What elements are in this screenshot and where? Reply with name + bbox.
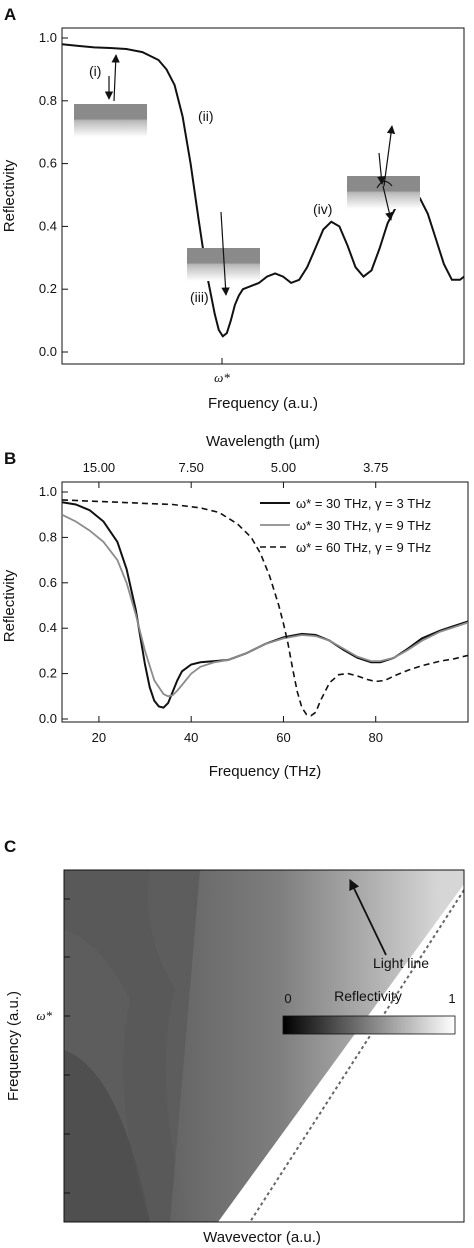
panel-a-arrow-iv-loop (376, 180, 393, 189)
panel-b-top-axis-title: Wavelength (µm) (206, 433, 320, 450)
panel-c-letter: C (4, 837, 16, 856)
panel-a-label-iv: (iv) (313, 201, 332, 217)
panel-b-top-ticks: 15.00 7.50 5.00 3.75 (83, 460, 388, 488)
panel-c-colorbar-label: Reflectivity (334, 988, 402, 1004)
panel-a-y-tick-label: 0.8 (39, 93, 57, 108)
panel-b-frame (61, 481, 469, 723)
panel-b-y-ticks: 0.0 0.2 0.4 0.6 0.8 1.0 (39, 484, 68, 726)
panel-c-y-axis-title: Frequency (a.u.) (5, 991, 22, 1101)
panel-b-x-tick-label: 60 (276, 730, 290, 745)
panel-a-arrow-iv-in (377, 152, 386, 185)
panel-a-y-tick-label: 0.2 (39, 281, 57, 296)
panel-b-y-tick-label: 0.2 (39, 666, 57, 681)
panel-b: B Wavelength (µm) 0.0 0.2 0.4 0.6 0.8 1.0 20 4… (1, 433, 469, 780)
panel-b-letter: B (4, 449, 16, 468)
panel-c-bright-region (218, 884, 464, 1222)
panel-a-label-i: (i) (89, 63, 101, 79)
panel-b-y-tick-label: 0.8 (39, 529, 57, 544)
panel-b-top-tick-label: 5.00 (271, 460, 296, 475)
panel-a-arrow-iv-transmit (382, 185, 394, 221)
panel-a-letter: A (4, 5, 16, 24)
panel-b-series-3-line (62, 499, 468, 717)
panel-c-brewster-label: Brewster mode (72, 855, 166, 871)
panel-a-x-tick-label: ω* (214, 370, 230, 385)
panel-b-x-axis-title: Frequency (THz) (209, 763, 322, 780)
panel-b-x-tick-label: 20 (92, 730, 106, 745)
panel-a-y-tick-label: 0.4 (39, 218, 57, 233)
panel-c-y-ticks (64, 898, 70, 1194)
panel-b-series-2-line (62, 513, 468, 698)
panel-b-y-axis-title: Reflectivity (1, 569, 18, 642)
panel-c-frame (63, 869, 465, 1223)
panel-b-x-tick-label: 40 (184, 730, 198, 745)
panel-c-dark-patch-mid (64, 870, 190, 1222)
panel-c-brewster-arrow (164, 832, 239, 861)
panel-a-y-axis-title: Reflectivity (1, 159, 18, 232)
panel-c-colorbar-max: 1 (448, 991, 455, 1006)
panel-a-arrow-iv-out (383, 125, 396, 187)
panel-b-top-tick-label: 7.50 (179, 460, 204, 475)
panel-a-arrow-iii (220, 211, 230, 296)
panel-a-slab-i (74, 104, 147, 137)
panel-a-label-ii: (ii) (198, 108, 214, 124)
panel-a-y-tick-label: 1.0 (39, 30, 57, 45)
panel-b-series-1-line (62, 501, 468, 709)
panel-c-light-line-label: Light line (373, 955, 429, 971)
panel-b-y-tick-label: 0.6 (39, 575, 57, 590)
panel-c-colorbar-min: 0 (284, 991, 291, 1006)
panel-b-y-tick-label: 1.0 (39, 484, 57, 499)
panel-b-top-tick-label: 3.75 (363, 460, 388, 475)
panel-c-y-tick-label: ω* (36, 1008, 52, 1023)
panel-c: C ω* Frequency (a.u.) Wavevector (a.u.) (4, 782, 465, 1246)
panel-c-colorbar-ramp (282, 1015, 456, 1035)
panel-a-slab-iv (347, 176, 420, 209)
panel-b-top-tick-label: 15.00 (83, 460, 116, 475)
panel-a-label-iii: (iii) (190, 289, 209, 305)
panel-c-dark-patch-lower (64, 1050, 150, 1222)
panel-a-y-ticks: 0.0 0.2 0.4 0.6 0.8 1.0 (39, 30, 68, 359)
panel-c-heatmap (64, 782, 464, 1222)
panel-b-legend-label-1: ω* = 30 THz, γ = 3 THz (296, 496, 431, 511)
panel-a-frame (61, 27, 465, 365)
panel-a-x-axis-title: Frequency (a.u.) (208, 395, 318, 412)
panel-b-legend-label-3: ω* = 60 THz, γ = 9 THz (296, 540, 431, 555)
panel-c-x-axis-title: Wavevector (a.u.) (203, 1229, 321, 1246)
panel-b-x-ticks: 20 40 60 80 (92, 716, 383, 745)
panel-a: A 0.0 0.2 0.4 0.6 0.8 1.0 ω* Frequency (a.u.)… (1, 5, 465, 412)
panel-c-light-line-arrow (349, 879, 387, 956)
panel-a-y-tick-label: 0.6 (39, 156, 57, 171)
panel-c-wedge (170, 870, 464, 1222)
panel-c-brewster-glow (200, 782, 440, 858)
panel-a-arrow-i-out (111, 54, 120, 102)
panel-b-y-tick-label: 0.4 (39, 620, 57, 635)
panel-b-y-tick-label: 0.0 (39, 711, 57, 726)
panel-b-legend-label-2: ω* = 30 THz, γ = 9 THz (296, 518, 431, 533)
panel-c-colorbar: Reflectivity 0 1 (282, 988, 456, 1035)
panel-a-y-tick-label: 0.0 (39, 344, 57, 359)
panel-b-x-tick-label: 80 (368, 730, 382, 745)
panel-b-legend: ω* = 30 THz, γ = 3 THz ω* = 30 THz, γ = … (260, 496, 431, 555)
